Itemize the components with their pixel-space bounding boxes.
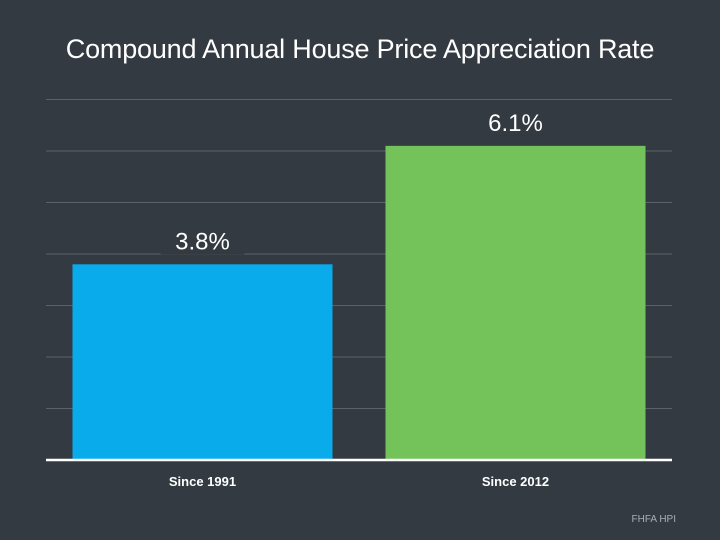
- data-label-backdrop: [160, 224, 245, 255]
- data-label: 6.1%: [488, 110, 543, 137]
- data-label: 3.8%: [175, 228, 230, 255]
- category-tick-label: Since 2012: [482, 474, 549, 489]
- bar-1: [72, 264, 333, 460]
- bar-2: [385, 145, 646, 460]
- category-tick-label: Since 1991: [169, 474, 236, 489]
- data-label-backdrop: [473, 105, 558, 136]
- source-label: FHFA HPI: [631, 514, 676, 525]
- chart-title: Compound Annual House Price Appreciation…: [65, 34, 655, 64]
